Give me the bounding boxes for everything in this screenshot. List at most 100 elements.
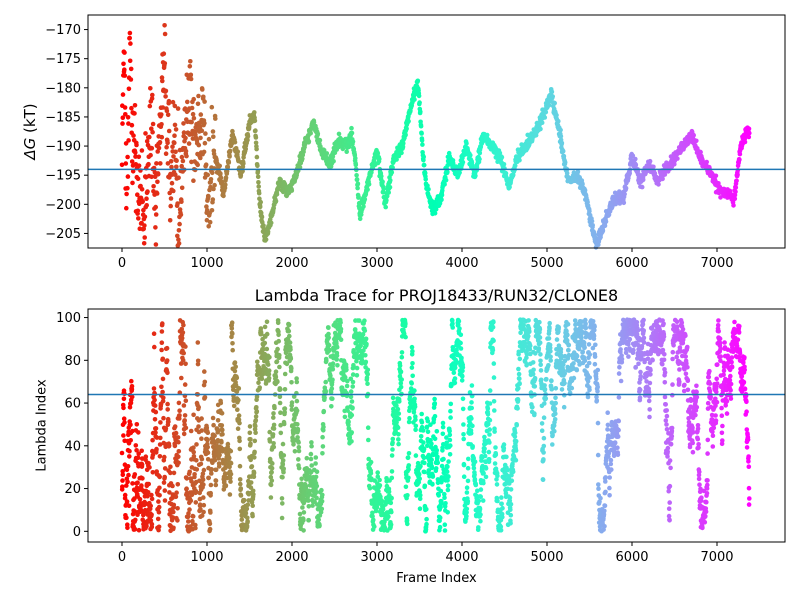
lambda-point — [403, 335, 408, 340]
delta-g-point — [552, 101, 557, 106]
lambda-point — [282, 422, 287, 427]
lambda-point — [205, 438, 210, 443]
delta-g-point — [433, 211, 438, 216]
lambda-point — [366, 425, 371, 430]
lambda-point — [177, 413, 182, 418]
lambda-point — [375, 470, 380, 475]
lambda-point — [453, 381, 458, 386]
lambda-point — [363, 353, 368, 358]
delta-g-point — [543, 115, 548, 120]
delta-g-point — [150, 146, 155, 151]
delta-g-point — [217, 164, 222, 169]
lambda-point — [217, 464, 222, 469]
delta-g-point — [179, 212, 184, 217]
delta-g-point — [210, 105, 215, 110]
delta-g-point — [648, 159, 653, 164]
delta-g-point — [622, 192, 627, 197]
lambda-point — [283, 372, 288, 377]
delta-g-point — [125, 186, 130, 191]
lambda-point — [492, 375, 497, 380]
delta-g-point — [130, 123, 135, 128]
delta-g-point — [159, 122, 164, 127]
delta-g-point — [351, 139, 356, 144]
lambda-point — [251, 492, 256, 497]
delta-g-point — [417, 94, 422, 99]
lambda-point — [403, 322, 408, 327]
lambda-point — [283, 387, 288, 392]
lambda-point — [531, 360, 536, 365]
lambda-point — [397, 417, 402, 422]
lambda-point — [305, 456, 310, 461]
lambda-point — [391, 437, 396, 442]
lambda-point — [466, 479, 471, 484]
delta-g-point — [167, 99, 172, 104]
delta-g-point — [590, 219, 595, 224]
delta-g-point — [735, 172, 740, 177]
delta-g-point — [165, 141, 170, 146]
lambda-point — [165, 358, 170, 363]
lambda-point — [461, 432, 466, 437]
delta-g-point — [163, 61, 168, 66]
lambda-point — [409, 381, 414, 386]
lambda-point — [309, 457, 314, 462]
delta-g-point — [144, 196, 149, 201]
lambda-point — [150, 438, 155, 443]
lambda-point — [127, 504, 132, 509]
lambda-point — [526, 334, 531, 339]
lambda-point — [158, 420, 163, 425]
delta-g-point — [245, 138, 250, 143]
lambda-point — [216, 418, 221, 423]
lambda-point — [238, 464, 243, 469]
delta-g-point — [558, 128, 563, 133]
delta-g-y-axis-label: ΔG (kT) — [21, 103, 39, 160]
lambda-point — [252, 471, 257, 476]
lambda-point — [237, 439, 242, 444]
delta-g-point — [200, 129, 205, 134]
lambda-point — [492, 429, 497, 434]
lambda-point — [154, 447, 159, 452]
delta-g-point — [737, 157, 742, 162]
lambda-point — [277, 353, 282, 358]
lambda-point — [502, 442, 507, 447]
delta-g-point — [560, 141, 565, 146]
lambda-point — [397, 399, 402, 404]
lambda-point — [476, 525, 481, 530]
delta-g-point — [260, 215, 265, 220]
lambda-point — [255, 360, 260, 365]
lambda-point — [431, 474, 436, 479]
lambda-point — [335, 363, 340, 368]
delta-g-point — [714, 174, 719, 179]
delta-g-point — [418, 109, 423, 114]
delta-g-point — [228, 149, 233, 154]
lambda-point — [355, 366, 360, 371]
lambda-point — [152, 331, 157, 336]
lambda-point — [407, 416, 412, 421]
lambda-point — [499, 495, 504, 500]
delta-g-point — [167, 129, 172, 134]
delta-g-point — [128, 41, 133, 46]
lambda-point — [184, 426, 189, 431]
x-tick-label: 6000 — [615, 256, 648, 271]
delta-g-point — [211, 197, 216, 202]
delta-g-point — [200, 87, 205, 92]
lambda-point — [413, 405, 418, 410]
delta-g-point — [133, 103, 138, 108]
lambda-point — [540, 421, 545, 426]
delta-g-point — [162, 23, 167, 28]
lambda-point — [538, 352, 543, 357]
delta-g-point — [388, 178, 393, 183]
lambda-point — [208, 527, 213, 532]
delta-g-point — [420, 138, 425, 143]
lambda-point — [186, 519, 191, 524]
delta-g-point — [356, 195, 361, 200]
lambda-point — [211, 423, 216, 428]
delta-g-point — [195, 163, 200, 168]
lambda-point — [137, 528, 142, 533]
lambda-point — [296, 457, 301, 462]
lambda-point — [331, 361, 336, 366]
lambda-point — [436, 493, 441, 498]
delta-g-point — [148, 104, 153, 109]
delta-g-point — [603, 224, 608, 229]
lambda-point — [174, 431, 179, 436]
delta-g-point — [274, 199, 279, 204]
